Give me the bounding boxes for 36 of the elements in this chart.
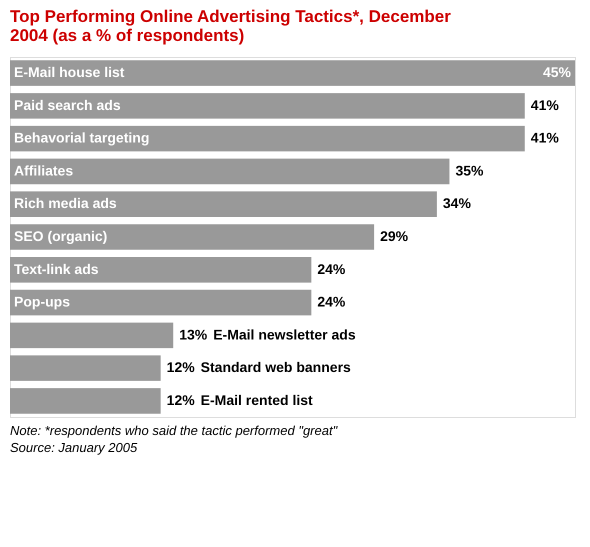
y-tick-label: SEO (organic)	[14, 228, 108, 244]
data-label: 34%	[442, 195, 472, 212]
y-tick-label: Rich media ads	[14, 195, 117, 212]
y-tick-label: Paid search ads	[14, 96, 121, 113]
chart-title: Top Performing Online Advertising Tactics*, December 2004 (as a % of respondents)	[10, 7, 452, 45]
y-tick-label: Pop-ups	[14, 294, 70, 310]
bar	[10, 126, 525, 152]
bar	[10, 322, 174, 348]
y-tick-label: E-Mail rented list	[200, 392, 314, 408]
bar	[10, 224, 374, 250]
y-tick-label: E-Mail house list	[14, 64, 125, 80]
bar	[10, 355, 161, 381]
bar	[10, 60, 575, 86]
bar	[10, 158, 450, 184]
text: Note: *respondents who said the tactic performed "great"	[10, 423, 339, 438]
data-label: 12%	[166, 359, 196, 376]
y-tick-label: Affiliates	[14, 162, 74, 178]
data-label: 41%	[530, 96, 560, 113]
data-label: 29%	[380, 228, 409, 244]
data-label: 24%	[317, 260, 346, 277]
y-tick-label: Behavorial targeting	[14, 130, 150, 146]
data-label: 41%	[530, 130, 560, 146]
source-note: Source: January 2005	[10, 440, 138, 455]
y-tick-label: E-Mail newsletter ads	[213, 326, 356, 342]
data-label: 13%	[179, 326, 208, 342]
data-label: 35%	[455, 162, 484, 178]
y-tick-label: Text-link ads	[14, 260, 99, 277]
bar	[10, 257, 312, 283]
bar	[10, 191, 437, 217]
bar	[10, 290, 312, 316]
data-label: 45%	[542, 64, 572, 80]
bar	[10, 388, 161, 414]
y-tick-label: Standard web banners	[200, 359, 352, 376]
data-label: 12%	[166, 392, 196, 408]
bar	[10, 93, 525, 119]
data-label: 24%	[317, 294, 346, 310]
